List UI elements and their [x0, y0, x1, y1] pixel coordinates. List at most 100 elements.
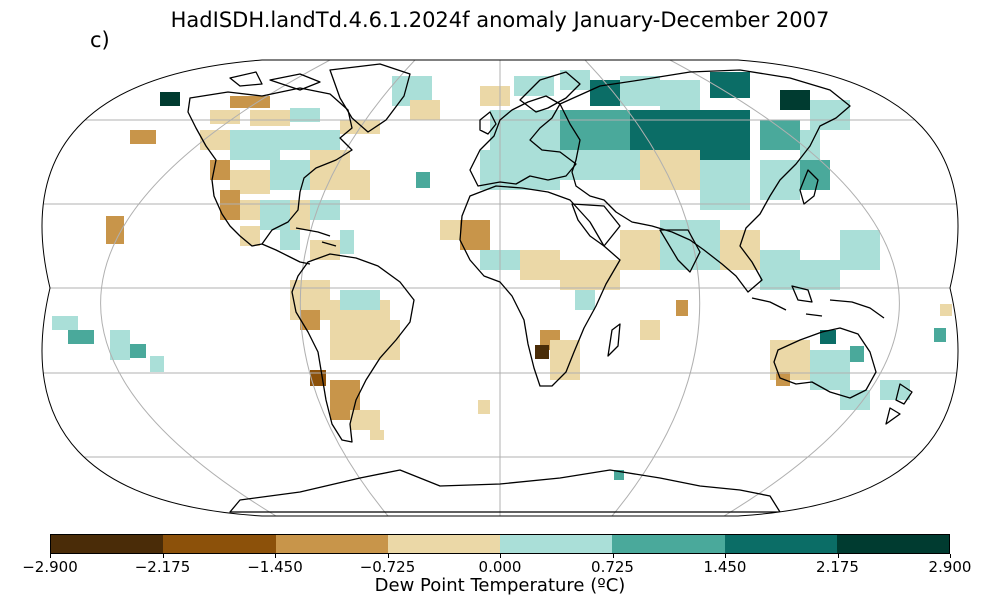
anomaly-cell: [660, 80, 700, 110]
anomaly-cell: [290, 200, 310, 230]
anomaly-cell: [840, 390, 870, 410]
anomaly-cell: [350, 410, 380, 430]
colorbar-swatch: [51, 535, 164, 553]
anomaly-cell: [160, 92, 180, 106]
colorbar-tick-label: 2.175: [816, 558, 859, 576]
anomaly-cell: [110, 330, 130, 360]
anomaly-cell: [230, 96, 270, 108]
anomaly-cell: [300, 310, 320, 330]
anomaly-cell: [370, 430, 384, 440]
anomaly-cell: [560, 260, 620, 290]
anomaly-cell: [490, 110, 560, 150]
colorbar-tick-mark: [612, 554, 614, 558]
anomaly-cell: [640, 320, 660, 340]
anomaly-cell: [820, 330, 836, 344]
anomaly-cell: [720, 230, 760, 270]
anomaly-cell: [360, 320, 400, 360]
anomaly-cell: [575, 290, 595, 310]
colorbar-swatch: [836, 535, 949, 553]
anomaly-cell: [850, 346, 864, 362]
colorbar-swatch: [612, 535, 725, 553]
anomaly-cell: [660, 220, 720, 270]
anomaly-cell: [280, 230, 300, 250]
colorbar-tick-mark: [725, 554, 726, 558]
colorbar-tick-label: 0.000: [478, 558, 522, 576]
anomaly-cell: [934, 328, 946, 342]
anomaly-cell: [260, 200, 290, 230]
anomaly-cell: [290, 108, 320, 122]
colorbar-tick-mark: [50, 554, 51, 558]
anomaly-cell: [535, 345, 549, 359]
anomaly-cell: [340, 290, 380, 310]
anomaly-cell: [800, 260, 840, 290]
anomaly-cell: [416, 172, 430, 188]
anomaly-cell: [250, 110, 290, 126]
anomaly-cell: [880, 380, 910, 400]
anomaly-cell: [620, 76, 660, 106]
anomaly-cell: [240, 200, 260, 220]
colorbar-tick-mark: [837, 554, 839, 558]
anomaly-cell: [310, 150, 350, 190]
colorbar-tick-mark: [162, 554, 164, 558]
anomaly-cell: [800, 160, 830, 190]
colorbar-tick-label: −1.450: [247, 558, 303, 576]
anomaly-cell: [310, 200, 340, 220]
colorbar-swatch: [724, 535, 837, 553]
anomaly-cell: [480, 86, 510, 106]
anomaly-cell: [220, 190, 240, 220]
anomaly-cell: [460, 220, 490, 250]
colorbar: [50, 534, 950, 554]
anomaly-cell: [700, 160, 750, 210]
colorbar-swatch: [275, 535, 388, 553]
colorbar-tick-mark: [387, 554, 389, 558]
world-map: [41, 59, 959, 517]
anomaly-cell: [620, 230, 660, 270]
anomaly-cell: [640, 150, 700, 190]
colorbar-tick-mark: [275, 554, 276, 558]
colorbar-tick-label: −2.900: [22, 558, 78, 576]
anomaly-cell: [340, 230, 354, 254]
anomaly-cell: [68, 330, 94, 344]
anomaly-cell: [130, 344, 146, 358]
colorbar-tick-label: −2.175: [134, 558, 191, 576]
colorbar-swatch: [500, 535, 613, 553]
anomaly-cell: [410, 100, 440, 120]
anomaly-cell: [270, 160, 310, 190]
anomaly-cell: [350, 170, 370, 200]
anomaly-cell: [780, 90, 810, 110]
panel-label: c): [90, 28, 110, 52]
anomaly-cell: [560, 150, 640, 180]
anomaly-cell: [840, 230, 880, 270]
anomaly-cell: [940, 304, 952, 316]
anomaly-cell: [760, 250, 800, 290]
anomaly-cell: [280, 130, 340, 150]
anomaly-cell: [810, 100, 850, 130]
anomaly-cell: [560, 110, 630, 150]
colorbar-swatch: [163, 535, 276, 553]
colorbar-tick-label: 0.725: [591, 558, 634, 576]
anomaly-cell: [52, 316, 78, 330]
anomaly-cell: [810, 350, 850, 390]
anomaly-cell: [230, 130, 280, 160]
colorbar-tick-mark: [950, 554, 951, 558]
anomaly-cell: [150, 356, 164, 372]
anomaly-cell: [130, 130, 156, 144]
anomaly-cell: [550, 340, 580, 380]
colorbar-tick-label: −0.725: [359, 558, 416, 576]
coastlines: [187, 63, 913, 513]
chart-title: HadISDH.landTd.4.6.1.2024f anomaly Janua…: [170, 8, 830, 32]
anomaly-cell: [478, 400, 490, 414]
anomaly-cell: [520, 250, 560, 280]
anomaly-cell: [676, 300, 688, 316]
colorbar-swatch: [387, 535, 500, 553]
anomaly-cell: [760, 120, 800, 150]
colorbar-tick-label: 1.450: [703, 558, 747, 576]
anomaly-cell: [200, 130, 230, 150]
anomaly-cell: [630, 110, 690, 150]
anomaly-cell: [240, 226, 260, 246]
colorbar-tick-mark: [500, 554, 501, 558]
colorbar-label: Dew Point Temperature (ºC): [374, 575, 626, 596]
anomaly-cell: [106, 216, 124, 244]
anomaly-cell: [614, 470, 624, 480]
colorbar-tick-label: 2.900: [928, 558, 972, 576]
